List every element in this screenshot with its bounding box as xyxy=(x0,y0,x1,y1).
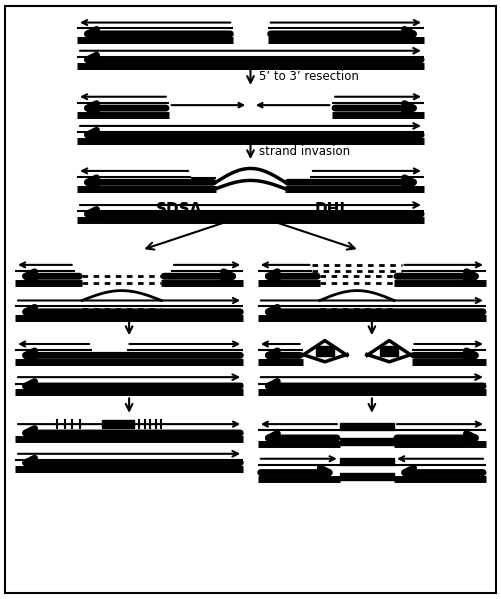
Bar xyxy=(340,458,394,465)
Text: 5’ to 3’ resection: 5’ to 3’ resection xyxy=(260,71,359,83)
Text: strand invasion: strand invasion xyxy=(260,144,351,158)
Text: NCO: NCO xyxy=(46,385,80,398)
Text: SDSA: SDSA xyxy=(155,202,202,217)
Text: DHJ: DHJ xyxy=(314,202,345,217)
Bar xyxy=(102,420,134,428)
Text: CO: CO xyxy=(305,385,327,398)
Bar xyxy=(340,423,394,430)
Bar xyxy=(380,346,398,356)
Bar xyxy=(340,473,394,480)
Bar xyxy=(316,346,334,356)
Bar xyxy=(340,438,394,445)
